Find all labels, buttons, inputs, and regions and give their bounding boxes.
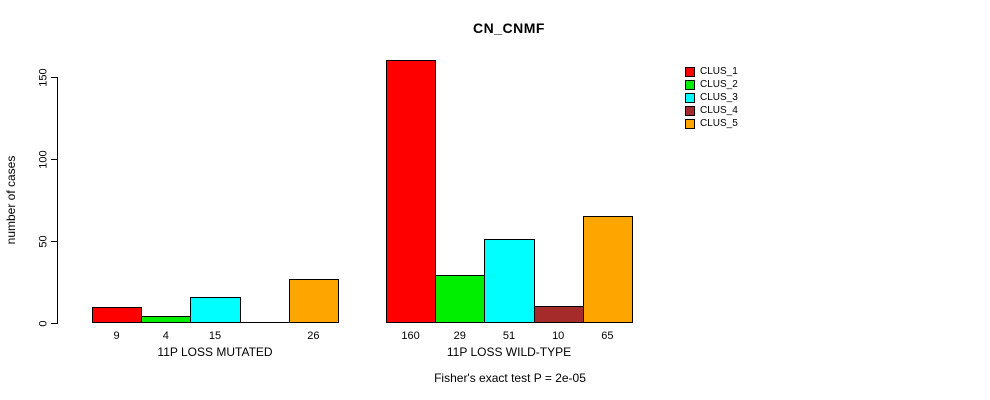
legend-item: CLUS_3 xyxy=(685,93,738,103)
bar-CLUS_5 xyxy=(582,215,633,323)
bar-value-label: 29 xyxy=(453,330,466,342)
bar-CLUS_5 xyxy=(288,279,339,323)
bar-CLUS_4 xyxy=(533,305,584,323)
bar-CLUS_4-zero xyxy=(239,322,290,323)
chart-title: CN_CNMF xyxy=(473,20,545,36)
y-axis-line xyxy=(57,77,58,323)
legend-label: CLUS_2 xyxy=(700,79,738,90)
bar-CLUS_2 xyxy=(141,315,192,323)
bar-CLUS_1 xyxy=(386,60,437,323)
bar-CLUS_3 xyxy=(190,297,241,323)
bar-value-label: 15 xyxy=(208,330,222,342)
y-tick-mark xyxy=(51,158,58,160)
legend-item: CLUS_5 xyxy=(685,119,738,129)
legend-color-swatch xyxy=(685,80,695,90)
legend-label: CLUS_4 xyxy=(700,105,738,116)
y-tick-mark xyxy=(51,240,58,242)
bar-CLUS_2 xyxy=(435,274,486,323)
bar-value-label: 4 xyxy=(162,330,169,342)
legend-label: CLUS_5 xyxy=(700,118,738,129)
bar-CLUS_3 xyxy=(484,238,535,323)
legend-color-swatch xyxy=(685,119,695,129)
bar-value-label: 10 xyxy=(552,330,565,342)
bar-value-label: 65 xyxy=(601,330,614,342)
legend-item: CLUS_1 xyxy=(685,67,738,77)
bar-value-label: 160 xyxy=(401,330,420,342)
bar-value-label: 51 xyxy=(502,330,516,342)
annotation-text: Fisher's exact test P = 2e-05 xyxy=(434,371,586,385)
bar-value-label: 26 xyxy=(307,330,320,342)
y-tick-label: 150 xyxy=(37,68,50,87)
y-axis-label: number of cases xyxy=(4,155,18,245)
group-label: 11P LOSS MUTATED xyxy=(157,345,273,359)
y-tick-label: 0 xyxy=(37,319,50,327)
y-tick-mark xyxy=(51,77,58,78)
bar-CLUS_1 xyxy=(92,307,143,323)
legend: CLUS_1 CLUS_2 CLUS_3 CLUS_4 CLUS_5 xyxy=(685,67,738,132)
bar-value-label: 9 xyxy=(113,330,120,342)
legend-color-swatch xyxy=(685,106,695,116)
group-label: 11P LOSS WILD-TYPE xyxy=(446,345,572,359)
legend-item: CLUS_4 xyxy=(685,106,738,116)
legend-item: CLUS_2 xyxy=(685,80,738,90)
y-tick-label: 100 xyxy=(37,150,50,169)
y-tick-mark xyxy=(51,322,58,324)
legend-color-swatch xyxy=(685,93,695,103)
legend-label: CLUS_1 xyxy=(700,66,738,77)
legend-color-swatch xyxy=(685,67,695,77)
legend-label: CLUS_3 xyxy=(700,92,738,103)
y-tick-label: 50 xyxy=(37,235,50,248)
